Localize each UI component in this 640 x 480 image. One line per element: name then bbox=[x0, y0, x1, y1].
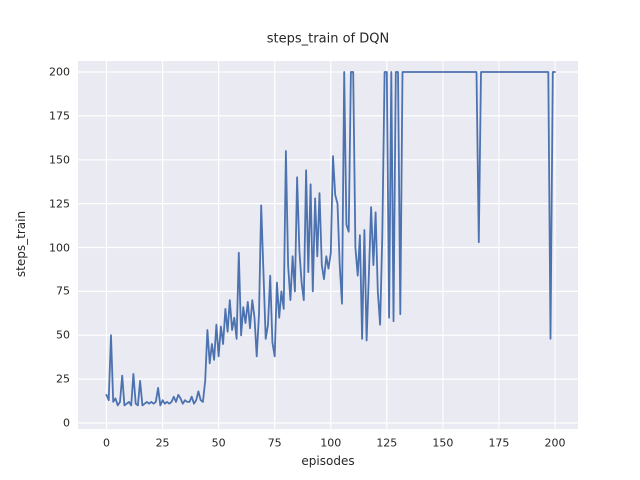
y-tick-label: 25 bbox=[56, 372, 70, 386]
x-tick-label: 0 bbox=[103, 436, 110, 450]
x-tick-label: 25 bbox=[155, 436, 170, 450]
y-tick-label: 50 bbox=[56, 328, 70, 342]
x-axis-label: episodes bbox=[301, 454, 355, 468]
y-tick-label: 175 bbox=[49, 109, 70, 123]
y-tick-label: 150 bbox=[49, 153, 70, 167]
x-tick-label: 150 bbox=[432, 436, 454, 450]
y-tick-label: 125 bbox=[49, 197, 70, 211]
chart-title: steps_train of DQN bbox=[266, 31, 390, 47]
x-tick-label: 100 bbox=[320, 436, 342, 450]
x-tick-label: 125 bbox=[376, 436, 398, 450]
axes-background bbox=[78, 61, 578, 429]
y-tick-label: 100 bbox=[49, 241, 70, 254]
x-tick-label: 175 bbox=[488, 436, 510, 450]
y-tick-label: 75 bbox=[56, 284, 70, 298]
y-tick-label: 200 bbox=[49, 65, 70, 79]
x-tick-label: 50 bbox=[211, 436, 226, 450]
series-line-steps_train bbox=[105, 71, 556, 407]
x-tick-label: 75 bbox=[267, 436, 282, 450]
x-tick-label: 200 bbox=[544, 436, 566, 450]
y-tick-label: 0 bbox=[63, 416, 70, 430]
